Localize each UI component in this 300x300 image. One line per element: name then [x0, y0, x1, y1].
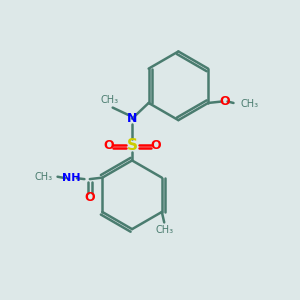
Text: CH₃: CH₃ — [100, 95, 119, 105]
Text: CH₃: CH₃ — [241, 100, 259, 110]
Text: O: O — [151, 139, 161, 152]
Text: CH₃: CH₃ — [35, 172, 53, 182]
Text: O: O — [219, 95, 230, 108]
Text: CH₃: CH₃ — [155, 225, 173, 236]
Text: N: N — [127, 112, 137, 125]
Text: O: O — [103, 139, 113, 152]
Text: NH: NH — [62, 173, 80, 183]
Text: O: O — [85, 191, 95, 204]
Text: S: S — [127, 138, 138, 153]
